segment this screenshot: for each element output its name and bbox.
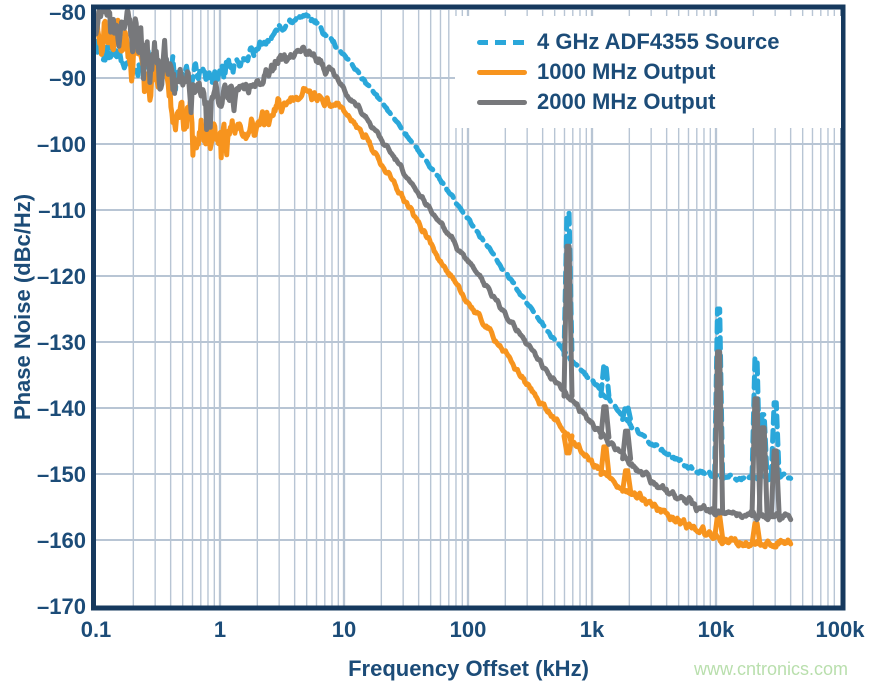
x-axis-title: Frequency Offset (kHz)	[348, 656, 589, 681]
legend-dashed-line-swatch	[477, 39, 527, 45]
series-trace	[93, 9, 794, 523]
legend-item-2: 2000 MHz Output	[455, 87, 841, 117]
spur-spike	[598, 444, 612, 477]
watermark: www.cntronics.com	[694, 659, 849, 679]
y-tick-label: –80	[49, 0, 86, 25]
spur-spike	[749, 521, 763, 547]
y-tick-label: –140	[37, 396, 86, 421]
spur-spike	[620, 468, 634, 494]
series-trace	[93, 12, 794, 483]
spur-spike	[756, 425, 770, 519]
y-axis-title: Phase Noise (dBc/Hz)	[10, 193, 35, 421]
x-tick-label: 1	[214, 617, 226, 642]
spur-spike	[768, 400, 782, 480]
spur-spike	[598, 362, 612, 399]
spur-spike	[598, 404, 612, 440]
legend-item-0: 4 GHz ADF4355 Source	[455, 27, 841, 57]
spur-spike	[712, 349, 726, 515]
y-tick-label: –90	[49, 66, 86, 91]
legend-label: 4 GHz ADF4355 Source	[537, 29, 780, 54]
legend-line-swatch	[477, 69, 527, 75]
legend-label: 2000 MHz Output	[537, 89, 716, 114]
spur-spike	[768, 448, 782, 519]
spur-spike	[712, 513, 726, 541]
spur-spike	[561, 243, 575, 399]
y-tick-label: –160	[37, 528, 86, 553]
x-tick-label: 10k	[698, 617, 735, 642]
y-tick-label: –150	[37, 462, 86, 487]
legend-label: 1000 MHz Output	[537, 59, 716, 84]
plot-border	[91, 4, 846, 611]
x-tick-label: 100k	[816, 617, 866, 642]
spur-spike	[620, 428, 634, 462]
legend-item-1: 1000 MHz Output	[455, 57, 841, 87]
y-tick-label: –170	[37, 594, 86, 619]
y-tick-label: –120	[37, 264, 86, 289]
y-tick-label: –100	[37, 132, 86, 157]
y-tick-label: –130	[37, 330, 86, 355]
x-tick-label: 100	[450, 617, 487, 642]
x-tick-label: 10	[332, 617, 356, 642]
spur-spike	[561, 433, 575, 456]
y-tick-label: –110	[38, 198, 86, 223]
series-trace	[93, 16, 794, 550]
x-tick-label: 1k	[580, 617, 605, 642]
legend: 4 GHz ADF4355 Source 1000 MHz Output 2000 …	[455, 16, 841, 128]
legend-line-swatch	[477, 99, 527, 105]
x-tick-label: 0.1	[81, 617, 112, 642]
spur-spike	[620, 403, 634, 422]
